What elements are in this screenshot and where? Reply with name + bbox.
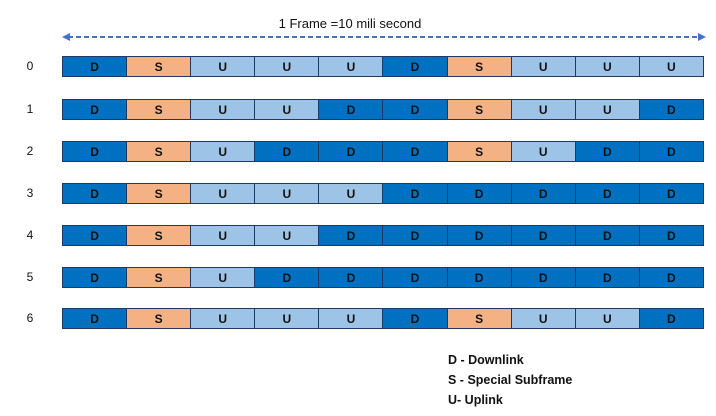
subframe-cell: U <box>191 268 256 287</box>
subframe-cell: S <box>127 226 192 245</box>
subframe-cell: D <box>63 226 128 245</box>
frame-duration-text: 1 Frame =10 mili second <box>278 16 422 31</box>
subframe-cell: D <box>575 142 640 161</box>
subframe-cell: D <box>383 226 448 245</box>
subframe-cell: U <box>511 309 576 328</box>
subframe-cell: U <box>191 226 256 245</box>
subframe-cell: D <box>575 184 640 203</box>
subframe-cell: D <box>63 57 128 76</box>
frame-span-double-arrow-icon <box>62 33 706 41</box>
subframe-cell: S <box>127 142 192 161</box>
subframe-cell: D <box>383 184 448 203</box>
subframe-cell: U <box>511 100 576 119</box>
subframe-cell: D <box>63 268 128 287</box>
config-label-6: 6 <box>26 311 34 325</box>
subframe-cell: U <box>319 57 384 76</box>
config-label-4: 4 <box>26 228 34 242</box>
subframe-cell: S <box>447 57 512 76</box>
legend-downlink: D - Downlink <box>448 353 524 367</box>
subframe-cell: U <box>191 100 256 119</box>
legend-uplink: U- Uplink <box>448 393 503 407</box>
subframe-cell: S <box>447 100 512 119</box>
subframe-cell: D <box>511 268 576 287</box>
subframe-cell: U <box>255 100 320 119</box>
subframe-cell: U <box>255 309 320 328</box>
config-label-3: 3 <box>26 186 34 200</box>
config-label-0: 0 <box>26 59 34 73</box>
subframe-cell: D <box>511 226 576 245</box>
subframe-cell: D <box>255 268 320 287</box>
subframe-cell: D <box>639 268 703 287</box>
subframe-cell: D <box>63 309 128 328</box>
subframe-cell: D <box>319 142 384 161</box>
subframe-cell: U <box>255 57 320 76</box>
subframe-cell: S <box>127 57 192 76</box>
subframe-cell: U <box>255 226 320 245</box>
config-label-1: 1 <box>26 102 34 116</box>
subframe-cell: D <box>319 100 384 119</box>
subframe-cell: U <box>319 309 384 328</box>
subframe-cell: U <box>191 142 256 161</box>
config-label-2: 2 <box>26 144 34 158</box>
subframe-cell: U <box>639 57 703 76</box>
config-label-5: 5 <box>26 270 34 284</box>
subframe-cell: D <box>383 100 448 119</box>
subframe-cell: D <box>63 100 128 119</box>
subframe-cell: U <box>511 57 576 76</box>
subframe-cell: D <box>511 184 576 203</box>
subframe-cell: D <box>639 226 703 245</box>
subframe-cell: S <box>447 142 512 161</box>
subframe-cell: S <box>127 268 192 287</box>
subframe-cell: U <box>575 309 640 328</box>
subframe-cell: D <box>383 309 448 328</box>
subframe-cell: D <box>383 268 448 287</box>
subframe-cell: U <box>191 57 256 76</box>
frame-duration-title: 1 Frame =10 mili second <box>0 16 716 31</box>
subframe-cell: U <box>575 100 640 119</box>
subframe-cell: D <box>319 268 384 287</box>
subframe-cell: S <box>127 100 192 119</box>
subframe-cell: D <box>63 184 128 203</box>
subframe-cell: D <box>383 142 448 161</box>
subframe-cell: D <box>447 184 512 203</box>
subframe-cell: U <box>191 309 256 328</box>
subframe-cell: D <box>639 142 703 161</box>
subframe-cell: U <box>575 57 640 76</box>
subframe-cell: D <box>383 57 448 76</box>
subframe-cell: D <box>319 226 384 245</box>
legend: D - Downlink S - Special Subframe U- Upl… <box>448 350 572 410</box>
subframe-cell: S <box>447 309 512 328</box>
subframe-cell: D <box>575 226 640 245</box>
subframe-cell: U <box>511 142 576 161</box>
subframe-cell: D <box>639 100 703 119</box>
subframe-cell: U <box>191 184 256 203</box>
subframe-cell: S <box>127 184 192 203</box>
subframe-cell: U <box>255 184 320 203</box>
subframe-cell: S <box>127 309 192 328</box>
subframe-cell: D <box>447 268 512 287</box>
subframe-cell: D <box>639 184 703 203</box>
subframe-cell: D <box>63 142 128 161</box>
subframe-cell: D <box>255 142 320 161</box>
subframe-cell: U <box>319 184 384 203</box>
subframe-cell: D <box>575 268 640 287</box>
legend-special-subframe: S - Special Subframe <box>448 373 573 387</box>
subframe-cell: D <box>447 226 512 245</box>
subframe-cell: D <box>639 309 703 328</box>
